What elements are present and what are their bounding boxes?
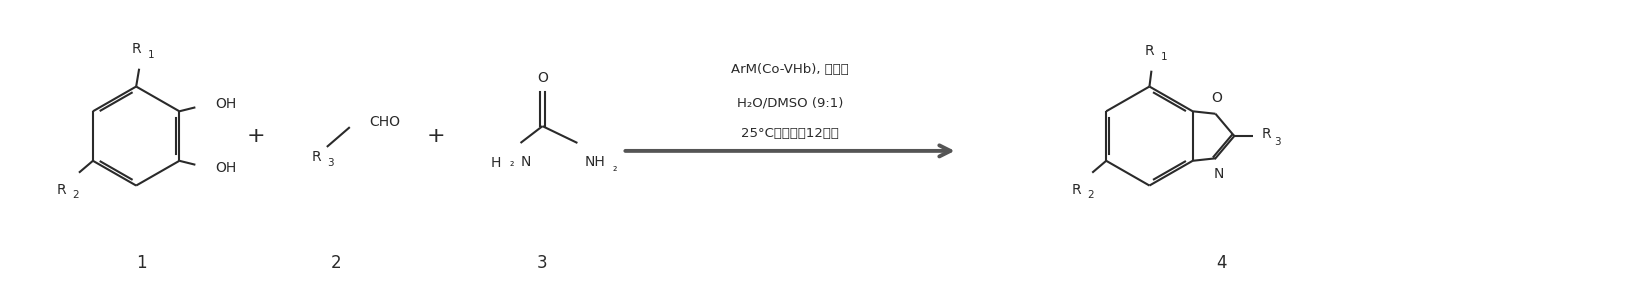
Text: R: R bbox=[56, 183, 66, 196]
Text: O: O bbox=[537, 71, 548, 85]
Text: +: + bbox=[246, 126, 266, 146]
Text: NH: NH bbox=[584, 155, 606, 169]
Text: CHO: CHO bbox=[369, 115, 400, 129]
Text: 25°C，空气，12小时: 25°C，空气，12小时 bbox=[742, 126, 839, 140]
Text: R: R bbox=[131, 42, 141, 56]
Text: N: N bbox=[520, 155, 532, 169]
Text: R: R bbox=[1072, 183, 1081, 196]
Text: 3: 3 bbox=[1273, 137, 1282, 147]
Text: 2: 2 bbox=[330, 254, 341, 272]
Text: 1: 1 bbox=[1162, 52, 1168, 62]
Text: 3: 3 bbox=[537, 254, 548, 272]
Text: OH: OH bbox=[215, 97, 236, 111]
Text: 3: 3 bbox=[328, 158, 335, 168]
Text: 1: 1 bbox=[136, 254, 146, 272]
Text: H: H bbox=[491, 156, 501, 170]
Text: ArM(Co-VHb), 尿素酶: ArM(Co-VHb), 尿素酶 bbox=[732, 63, 848, 76]
Text: R: R bbox=[312, 150, 322, 164]
Text: ₂: ₂ bbox=[612, 163, 617, 173]
Text: 1: 1 bbox=[148, 50, 154, 60]
Text: OH: OH bbox=[215, 161, 236, 175]
Text: O: O bbox=[1211, 91, 1223, 105]
Text: 2: 2 bbox=[1086, 191, 1093, 200]
Text: R: R bbox=[1145, 44, 1154, 58]
Text: N: N bbox=[1213, 167, 1224, 181]
Text: H₂O/DMSO (9:1): H₂O/DMSO (9:1) bbox=[737, 97, 843, 110]
Text: 4: 4 bbox=[1216, 254, 1226, 272]
Text: ₂: ₂ bbox=[509, 158, 514, 168]
Text: +: + bbox=[427, 126, 445, 146]
Text: 2: 2 bbox=[72, 191, 79, 200]
Text: R: R bbox=[1262, 127, 1270, 141]
